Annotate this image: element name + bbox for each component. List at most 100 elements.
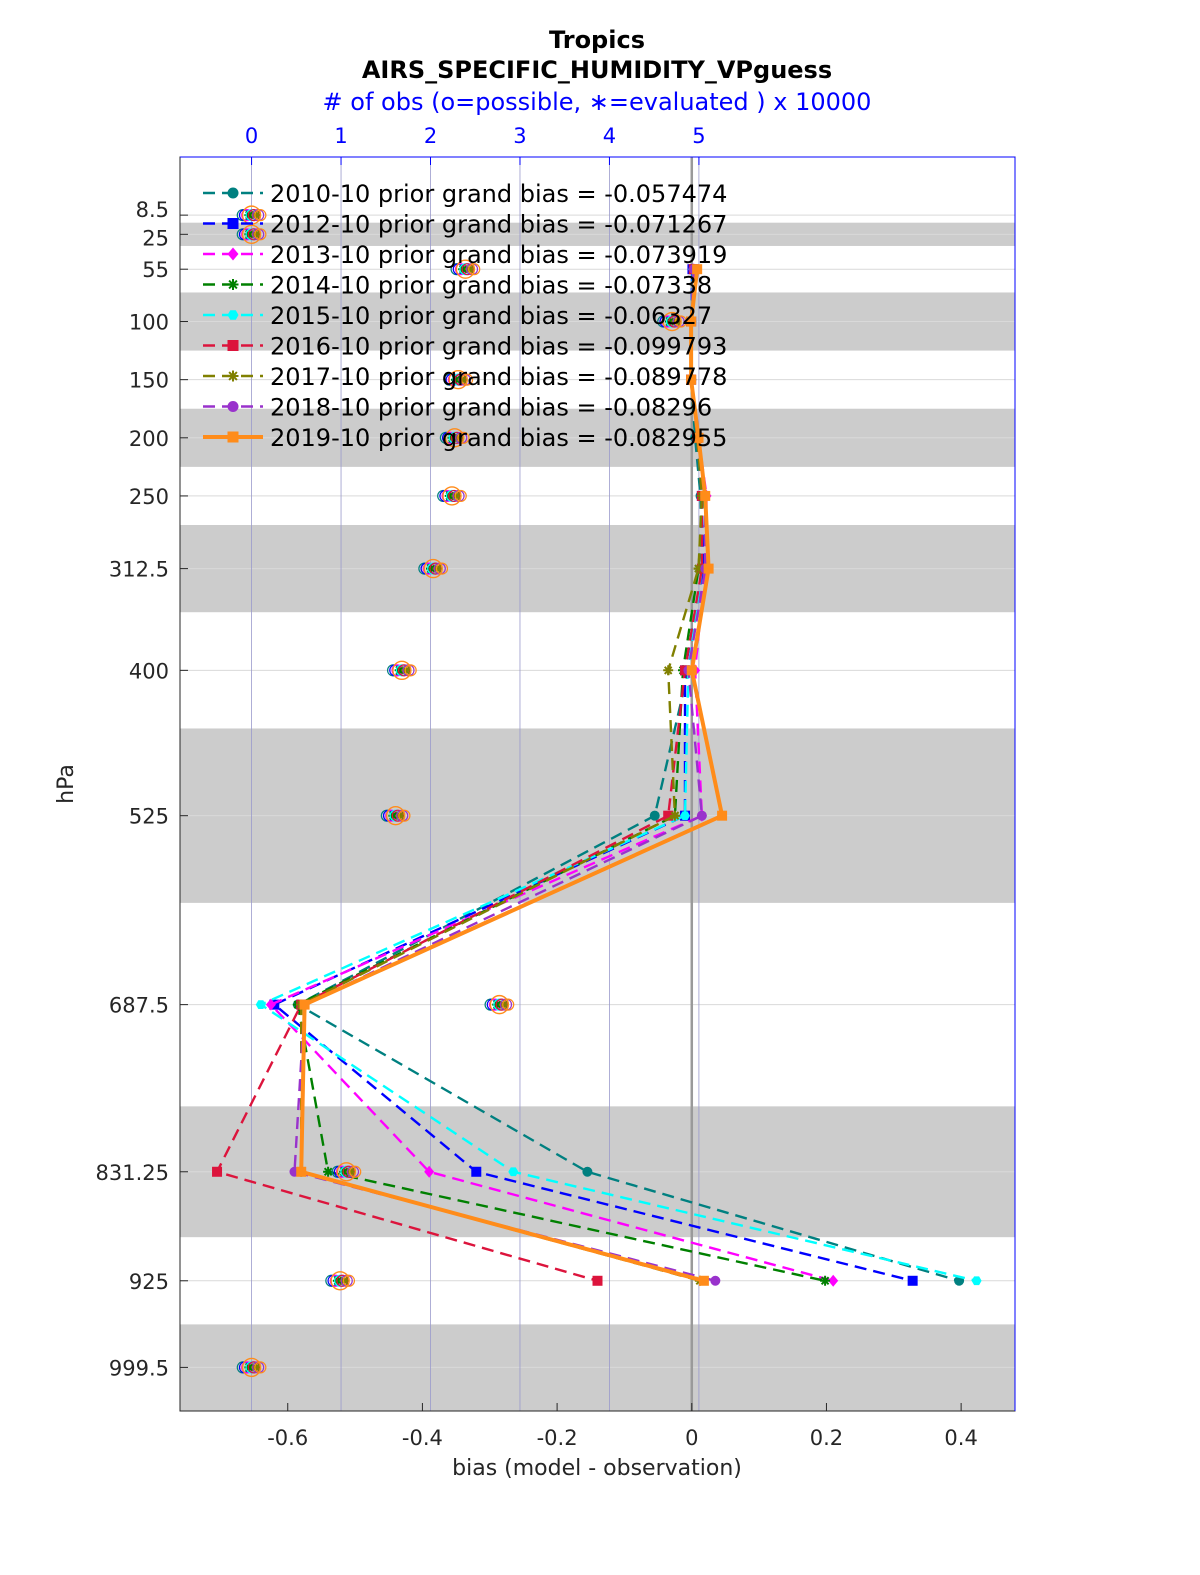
y-tick-label: 525: [129, 805, 169, 829]
obs-marker: [423, 558, 443, 579]
series-marker: [255, 1000, 266, 1009]
obs-marker: [349, 1165, 362, 1178]
obs-marker: [454, 489, 467, 503]
x-tick-label: 0.2: [810, 1426, 843, 1450]
series-marker: [693, 432, 704, 443]
series-marker: [332, 1275, 343, 1286]
series-marker: [432, 563, 443, 574]
obs-marker: [435, 562, 449, 575]
series-marker: [686, 374, 697, 385]
series-marker: [457, 374, 468, 385]
series-marker: [498, 999, 509, 1010]
series-marker: [971, 1276, 982, 1286]
series-marker: [592, 1275, 603, 1286]
y-tick-label: 831.25: [96, 1161, 169, 1185]
series-marker: [251, 210, 261, 221]
series-marker: [447, 432, 458, 443]
series-layer: [212, 263, 982, 1287]
series-marker: [680, 811, 690, 820]
series-marker: [394, 665, 405, 676]
series-marker: [451, 490, 462, 501]
y-tick-label: 200: [129, 427, 169, 451]
series-marker: [451, 374, 461, 385]
series-marker: [227, 370, 239, 382]
series-marker: [227, 310, 239, 320]
obs-marker: [460, 373, 474, 386]
obs-marker: [502, 998, 515, 1011]
x-tick-label: 0.4: [944, 1426, 977, 1450]
top-tick-label: 0: [245, 124, 258, 148]
obs-marker: [442, 486, 462, 506]
series-marker: [251, 1362, 261, 1373]
series-marker: [686, 665, 697, 676]
top-tick-label: 5: [692, 124, 705, 148]
top-axis-label: # of obs (o=possible, ∗=evaluated ) x 10…: [323, 88, 872, 116]
series-marker: [323, 1166, 334, 1177]
series-marker: [458, 264, 469, 275]
obs-marker: [241, 1357, 262, 1378]
top-tick-label: 2: [424, 124, 437, 148]
axis-ticks: -0.6 -0.4 -0.2 0 0.2 0.4 0 1 2 3 4 5 8.5 25 55 100 150 20…: [96, 124, 978, 1450]
series-marker: [227, 218, 239, 229]
series-marker: [492, 999, 503, 1010]
series-line: [293, 269, 716, 1282]
obs-marker: [398, 809, 411, 822]
series-marker: [649, 810, 660, 821]
grid-lines: [180, 157, 1015, 1411]
series-marker: [582, 1166, 593, 1177]
obs-marker: [489, 994, 510, 1015]
legend-label: 2015-10 prior grand bias = -0.06327: [270, 302, 712, 330]
series-marker: [265, 998, 276, 1011]
obs-marker: [457, 431, 470, 444]
y-tick-label: 55: [142, 258, 169, 282]
series-marker: [693, 563, 704, 574]
y-tick-label: 8.5: [136, 198, 169, 222]
series-marker: [388, 810, 399, 821]
obs-marker: [330, 1271, 350, 1291]
series-marker: [669, 810, 680, 821]
series-marker: [663, 665, 674, 676]
obs-marker: [674, 315, 687, 328]
y-tick-label: 400: [129, 659, 169, 683]
series-line: [296, 269, 826, 1282]
series-marker: [663, 810, 674, 821]
series-marker: [227, 187, 239, 199]
y-tick-label: 687.5: [109, 994, 169, 1018]
y-tick-label: 25: [142, 226, 169, 250]
y-tick-label: 925: [129, 1270, 169, 1294]
top-tick-label: 1: [334, 124, 347, 148]
obs-marker: [468, 263, 481, 276]
series-marker: [227, 340, 239, 351]
obs-marker: [444, 428, 465, 448]
series-marker: [299, 999, 310, 1010]
y-tick-label: 999.5: [109, 1356, 169, 1380]
series-marker: [664, 316, 675, 327]
x-axis-label: bias (model - observation): [452, 1456, 742, 1481]
series-marker: [700, 490, 711, 501]
chart-title: Tropics: [549, 26, 645, 54]
series-marker: [692, 264, 703, 275]
legend-label: 2010-10 prior grand bias = -0.057474: [270, 180, 727, 208]
series-marker: [444, 490, 455, 501]
series-line: [259, 269, 977, 1282]
chart-subtitle: AIRS_SPECIFIC_HUMIDITY_VPguess: [362, 56, 832, 84]
legend-label: 2012-10 prior grand bias = -0.071267: [270, 211, 727, 239]
series-marker: [820, 1275, 831, 1286]
series-marker: [907, 1275, 918, 1286]
series-line: [296, 269, 960, 1282]
obs-count-markers: [236, 205, 687, 1378]
series-marker: [227, 401, 239, 412]
series-marker: [828, 1274, 839, 1287]
obs-marker: [342, 1274, 356, 1287]
series-marker: [227, 431, 239, 443]
series-marker: [227, 279, 239, 290]
obs-marker: [385, 805, 406, 826]
obs-marker: [404, 664, 417, 677]
top-tick-label: 3: [513, 124, 526, 148]
series-marker: [424, 1165, 435, 1178]
series-marker: [212, 1166, 223, 1177]
series-marker: [395, 810, 405, 821]
series-marker: [710, 1275, 721, 1286]
series-line: [273, 269, 913, 1282]
